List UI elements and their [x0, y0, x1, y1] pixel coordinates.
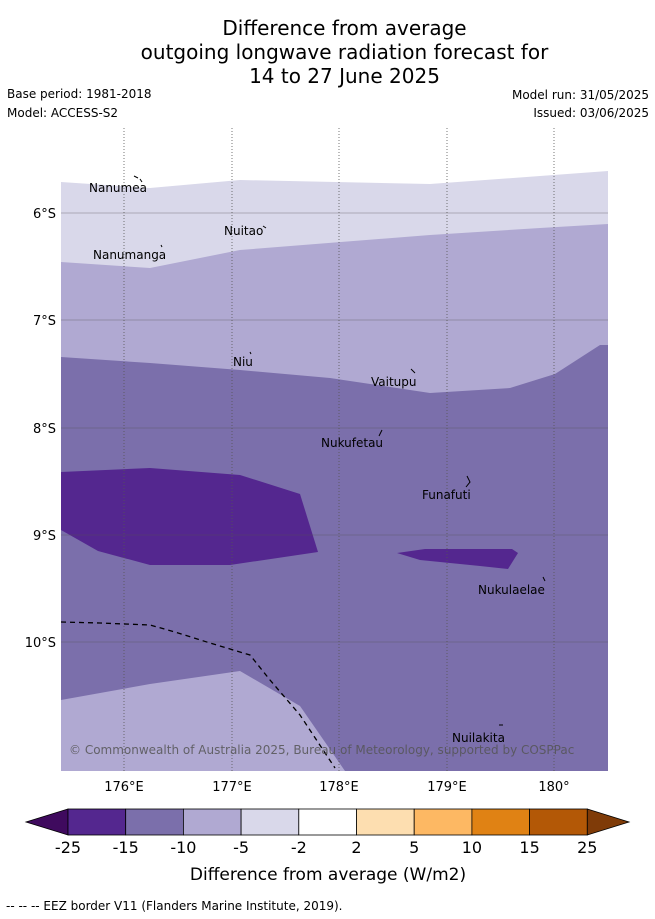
- colorbar-tick-label: 10: [462, 838, 482, 857]
- island-mark-nuitao: [262, 225, 267, 229]
- colorbar-segment: [529, 808, 588, 836]
- colorbar-segment: [125, 808, 184, 836]
- lon-label-176: 176°E: [104, 780, 144, 795]
- place-label-nuilakita: Nuilakita: [452, 731, 505, 745]
- title-line-3: 14 to 27 June 2025: [249, 64, 440, 88]
- lat-label-10: 10°S: [25, 636, 56, 651]
- island-mark-nanumanga: [160, 244, 163, 248]
- band-lower-left-lighter: [61, 671, 345, 771]
- colorbar-segment: [298, 808, 357, 836]
- eez-border-line: [60, 621, 336, 769]
- colorbar-tick-label: 2: [351, 838, 361, 857]
- place-label-funafuti: Funafuti: [422, 488, 471, 502]
- anomaly-patch-east: [397, 549, 518, 569]
- colorbar-tick-label: -15: [113, 838, 139, 857]
- lon-label-180: 180°: [538, 780, 569, 795]
- colorbar-tick-label: -2: [291, 838, 307, 857]
- anomaly-patch-west: [61, 468, 318, 565]
- lon-label-179: 179°E: [427, 780, 467, 795]
- colorbar-label: Difference from average (W/m2): [190, 865, 466, 885]
- island-mark-funafuti: [465, 475, 471, 488]
- copyright-watermark: © Commonwealth of Australia 2025, Bureau…: [69, 743, 574, 757]
- model-text: Model: ACCESS-S2: [7, 106, 119, 120]
- island-marks: [133, 175, 546, 726]
- base-period-text: Base period: 1981-2018: [7, 87, 152, 101]
- colorbar-tick-label: -25: [55, 838, 81, 857]
- place-label-nanumanga: Nanumanga: [93, 248, 166, 262]
- lat-label-6: 6°S: [33, 207, 56, 222]
- colorbar: [24, 808, 631, 836]
- lon-label-178: 178°E: [319, 780, 359, 795]
- colorbar-extend-max: [586, 808, 631, 836]
- colorbar-segment: [182, 808, 242, 836]
- lat-label-9: 9°S: [33, 529, 56, 544]
- place-label-nuitao: Nuitao: [224, 224, 263, 238]
- colorbar-extend-min: [24, 808, 69, 836]
- place-label-nanumea: Nanumea: [89, 181, 147, 195]
- colorbar-tick-label: 5: [409, 838, 419, 857]
- lon-label-177: 177°E: [212, 780, 252, 795]
- band-minus15-minus10: [61, 345, 608, 771]
- colorbar-tick-label: -10: [170, 838, 196, 857]
- colorbar-segment: [471, 808, 530, 836]
- island-mark-niu: [249, 351, 252, 355]
- model-run-text: Model run: 31/05/2025: [511, 88, 649, 102]
- place-labels: Nanumea Nuitao Nanumanga Niu Vaitupu Nuk…: [89, 181, 545, 745]
- colorbar-segment: [240, 808, 300, 836]
- island-mark-nukufetau: [378, 429, 383, 437]
- island-mark-vaitupu: [410, 368, 416, 374]
- colorbar-ticks: -25 -15 -10 -5 -2 2 5 10 15 25: [55, 838, 598, 857]
- place-label-niu: Niu: [233, 355, 253, 369]
- lat-axis: 6°S 7°S 8°S 9°S 10°S: [25, 207, 56, 651]
- lon-axis: 176°E 177°E 178°E 179°E 180°: [104, 780, 569, 795]
- colorbar-segment: [67, 808, 127, 836]
- eez-legend-text: -- -- -- EEZ border V11 (Flanders Marine…: [6, 899, 343, 913]
- island-mark-nukulaelae: [542, 576, 546, 582]
- title-line-2: outgoing longwave radiation forecast for: [140, 40, 549, 64]
- colorbar-segment: [413, 808, 473, 836]
- colorbar-tick-label: -5: [233, 838, 249, 857]
- chart-title: Difference from average outgoing longwav…: [0, 16, 655, 88]
- gridlines: [123, 128, 555, 771]
- lat-label-8: 8°S: [33, 422, 56, 437]
- map-panel: [61, 128, 608, 771]
- island-mark-nanumea: [133, 175, 143, 183]
- issued-text: Issued: 03/06/2025: [533, 106, 649, 120]
- place-label-vaitupu: Vaitupu: [371, 375, 417, 389]
- lat-label-7: 7°S: [33, 314, 56, 329]
- colorbar-tick-label: 25: [577, 838, 597, 857]
- title-line-1: Difference from average: [222, 16, 467, 40]
- lat-gridlines: [61, 212, 608, 643]
- place-label-nukulaelae: Nukulaelae: [478, 583, 545, 597]
- colorbar-tick-label: 15: [519, 838, 539, 857]
- place-label-nukufetau: Nukufetau: [321, 436, 383, 450]
- colorbar-segment: [356, 808, 415, 836]
